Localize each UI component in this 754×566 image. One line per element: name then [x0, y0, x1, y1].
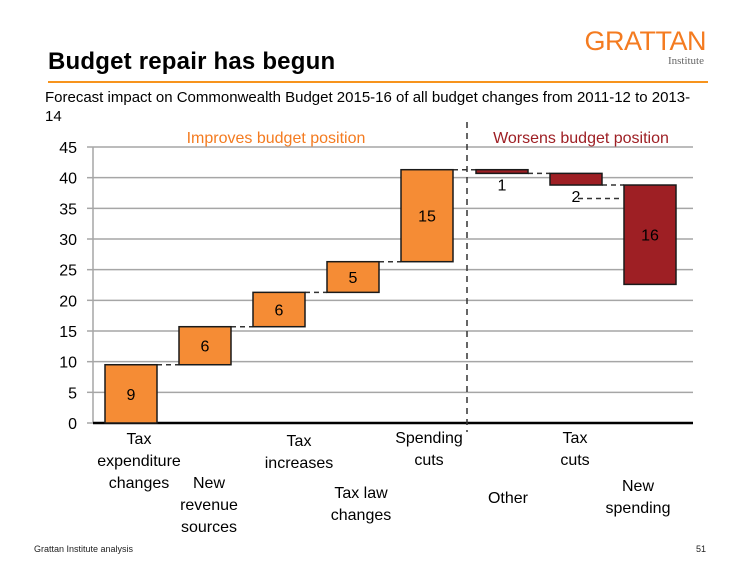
category-label-line: New — [193, 475, 225, 492]
bar-value-label: 9 — [127, 387, 136, 404]
bar — [326, 260, 380, 294]
category-label-line: Spending — [395, 430, 463, 447]
grattan-logo: GRATTAN — [584, 26, 707, 56]
category-label-line: increases — [265, 455, 333, 472]
bars — [104, 168, 677, 424]
title-divider — [48, 81, 708, 83]
category-label: Spending cuts — [395, 430, 463, 469]
bar — [178, 325, 232, 366]
bar-value-label: 5 — [349, 270, 358, 287]
bar-value-label: 1 — [498, 177, 507, 194]
bar-value-label: 16 — [641, 228, 659, 245]
category-label-line: revenue — [180, 497, 238, 514]
category-labels: Tax expenditure changes New revenue sources Ta… — [97, 430, 670, 536]
bar-labels: 9 6 6 5 15 1 2 16 — [127, 177, 659, 403]
y-tick-label: 10 — [59, 355, 77, 372]
bar-value-label: 6 — [275, 303, 284, 320]
bar-value-label: 15 — [418, 209, 436, 226]
category-label-line: Tax — [563, 430, 588, 447]
y-tick-label: 25 — [59, 263, 77, 280]
region-label-improves: Improves budget position — [187, 130, 366, 147]
category-label-line: changes — [109, 475, 170, 492]
gridlines — [87, 146, 693, 425]
bar — [623, 184, 677, 286]
region-labels: Improves budget position Worsens budget p… — [187, 130, 669, 147]
page-number: 51 — [695, 544, 706, 554]
category-label-line: expenditure — [97, 453, 181, 470]
category-label: Other — [488, 490, 529, 507]
category-label-line: spending — [606, 500, 671, 517]
category-label: Tax cuts — [560, 430, 589, 469]
bar — [475, 168, 529, 175]
category-label-line: sources — [181, 519, 237, 536]
y-tick-label: 45 — [59, 140, 77, 157]
bar — [400, 168, 454, 263]
category-label-line: cuts — [560, 452, 589, 469]
y-tick-label: 40 — [59, 171, 77, 188]
category-label-line: Tax — [287, 433, 312, 450]
y-tick-label: 15 — [59, 324, 77, 341]
bar — [252, 291, 306, 328]
category-label-line: Tax law — [334, 485, 388, 502]
category-label-line: changes — [331, 507, 392, 524]
y-tick-label: 5 — [68, 385, 77, 402]
category-label: New revenue sources — [180, 475, 238, 536]
slide-title: Budget repair has begun — [48, 48, 336, 75]
y-tick-label: 20 — [59, 293, 77, 310]
y-axis-ticks: 0 5 10 15 20 25 30 35 40 45 — [59, 140, 77, 433]
region-label-worsens: Worsens budget position — [493, 130, 669, 147]
y-tick-label: 35 — [59, 201, 77, 218]
y-tick-label: 30 — [59, 232, 77, 249]
category-label: Tax increases — [265, 433, 333, 472]
category-label: New spending — [606, 478, 671, 517]
category-label-line: New — [622, 478, 654, 495]
category-label: Tax expenditure changes — [97, 431, 181, 492]
bar-value-label: 6 — [201, 339, 210, 356]
category-label-line: Tax — [127, 431, 152, 448]
bar — [104, 363, 158, 424]
source-note: Grattan Institute analysis — [34, 544, 134, 554]
category-label: Tax law changes — [331, 485, 392, 524]
grattan-logo-subtitle: Institute — [667, 55, 704, 67]
category-label-line: cuts — [414, 452, 443, 469]
bar — [549, 172, 603, 186]
chart-subtitle: Forecast impact on Commonwealth Budget 2… — [45, 89, 691, 125]
connector-lines — [157, 168, 624, 366]
bar-value-label: 2 — [572, 189, 581, 206]
category-label-line: Other — [488, 490, 529, 507]
y-tick-label: 0 — [68, 416, 77, 433]
